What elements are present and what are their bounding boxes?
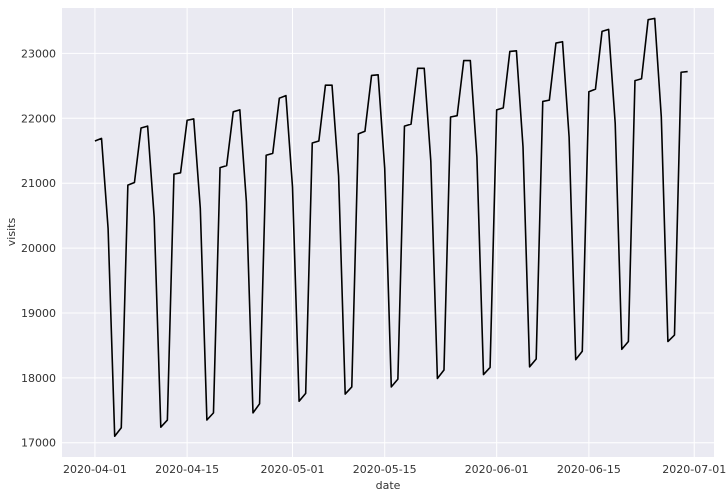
grid-lines — [62, 8, 714, 457]
y-axis-ticks: 17000 18000 19000 20000 21000 22000 23000 — [21, 47, 56, 449]
y-tick-label: 19000 — [21, 307, 56, 320]
x-tick-label: 2020-06-01 — [465, 463, 529, 476]
series-layer — [94, 17, 688, 438]
y-tick-label: 22000 — [21, 112, 56, 125]
y-axis-label: visits — [5, 218, 18, 247]
y-tick-label: 21000 — [21, 177, 56, 190]
series-line — [94, 17, 688, 438]
x-tick-label: 2020-04-01 — [63, 463, 127, 476]
x-tick-label: 2020-04-15 — [155, 463, 219, 476]
y-tick-label: 17000 — [21, 437, 56, 450]
x-axis-label: date — [376, 479, 401, 492]
y-tick-label: 23000 — [21, 47, 56, 60]
x-axis-ticks: 2020-04-01 2020-04-15 2020-05-01 2020-05-15… — [63, 463, 726, 476]
x-tick-label: 2020-06-15 — [557, 463, 621, 476]
plot-background — [62, 8, 714, 457]
x-tick-label: 2020-05-15 — [353, 463, 417, 476]
y-tick-label: 18000 — [21, 372, 56, 385]
y-tick-label: 20000 — [21, 242, 56, 255]
x-tick-label: 2020-07-01 — [662, 463, 726, 476]
x-tick-label: 2020-05-01 — [261, 463, 325, 476]
